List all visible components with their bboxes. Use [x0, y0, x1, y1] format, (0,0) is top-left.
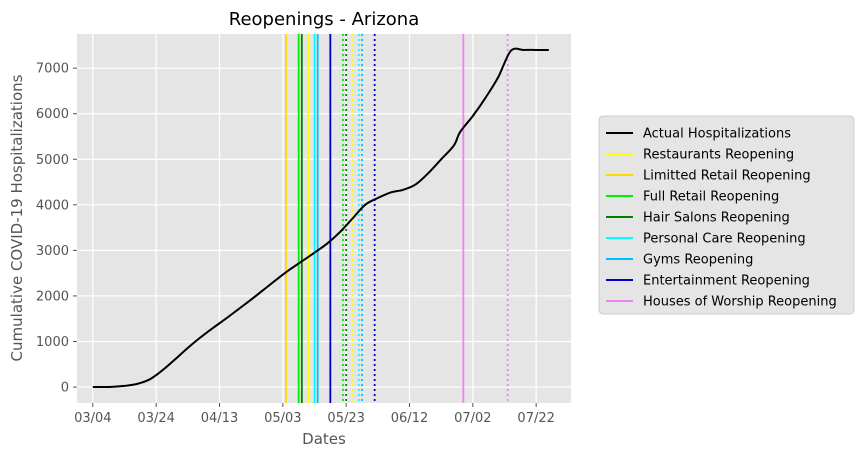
- x-tick-label: 06/12: [391, 411, 428, 426]
- chart-title: Reopenings - Arizona: [229, 9, 419, 30]
- legend-label: Restaurants Reopening: [643, 148, 794, 163]
- legend-label: Entertainment Reopening: [643, 274, 810, 289]
- x-tick-label: 05/03: [264, 411, 301, 426]
- x-tick-label: 07/22: [517, 411, 554, 426]
- y-tick-label: 7000: [36, 62, 69, 77]
- legend-label: Houses of Worship Reopening: [643, 295, 837, 310]
- y-tick-label: 6000: [36, 107, 69, 122]
- legend-box: [598, 115, 855, 315]
- legend-label: Full Retail Reopening: [643, 190, 779, 205]
- y-tick-label: 1000: [36, 335, 69, 350]
- y-axis: 0 1000 2000 3000 4000 5000 6000 7000: [36, 62, 77, 396]
- x-tick-label: 05/23: [327, 411, 364, 426]
- legend-label: Actual Hospitalizations: [643, 127, 791, 142]
- grid: [77, 34, 571, 403]
- y-axis-label: Cumulative COVID-19 Hospitalizations: [8, 74, 26, 361]
- x-axis: 03/04 03/24 04/13 05/03 05/23 06/12 07/02 07/22: [74, 403, 555, 426]
- x-tick-label: 03/04: [74, 411, 111, 426]
- legend-label: Limitted Retail Reopening: [643, 169, 811, 184]
- x-tick-label: 07/02: [454, 411, 491, 426]
- y-tick-label: 4000: [36, 198, 69, 213]
- legend: Actual Hospitalizations Restaurants Reope…: [598, 115, 855, 315]
- series-line-actual-hospitalizations: [92, 47, 549, 389]
- y-tick-label: 3000: [36, 244, 69, 259]
- y-tick-label: 2000: [36, 289, 69, 304]
- legend-label: Hair Salons Reopening: [643, 211, 790, 226]
- x-tick-label: 04/13: [201, 411, 238, 426]
- series-lines: [92, 47, 549, 389]
- x-tick-label: 03/24: [137, 411, 174, 426]
- x-axis-label: Dates: [302, 430, 346, 448]
- event-lines: [285, 34, 509, 403]
- plot-background: [77, 34, 571, 403]
- y-tick-label: 5000: [36, 153, 69, 168]
- y-tick-label: 0: [61, 381, 69, 396]
- legend-label: Gyms Reopening: [643, 253, 753, 268]
- legend-label: Personal Care Reopening: [643, 232, 806, 247]
